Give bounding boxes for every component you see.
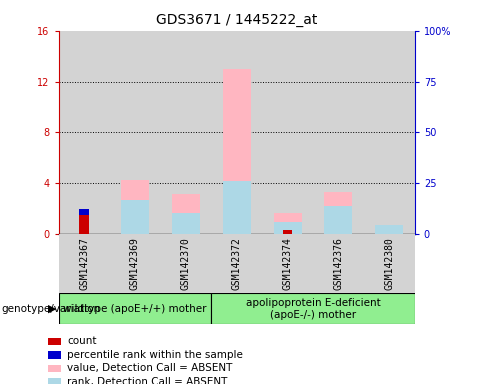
Bar [121, 180, 149, 234]
Bar [375, 225, 404, 234]
Text: GSM142380: GSM142380 [385, 237, 394, 290]
Bar [109, 234, 161, 294]
Text: wildtype (apoE+/+) mother: wildtype (apoE+/+) mother [63, 304, 206, 314]
Title: GDS3671 / 1445222_at: GDS3671 / 1445222_at [156, 13, 317, 27]
Text: rank, Detection Call = ABSENT: rank, Detection Call = ABSENT [67, 377, 227, 384]
Bar [59, 293, 211, 324]
Text: apolipoprotein E-deficient
(apoE-/-) mother: apolipoprotein E-deficient (apoE-/-) mot… [245, 298, 380, 319]
Text: genotype/variation: genotype/variation [1, 304, 100, 314]
Bar [48, 378, 61, 384]
Bar [161, 31, 211, 234]
Bar [364, 31, 415, 234]
Bar [313, 234, 364, 294]
Text: value, Detection Call = ABSENT: value, Detection Call = ABSENT [67, 363, 232, 374]
Bar [59, 31, 109, 234]
Text: GSM142369: GSM142369 [130, 237, 140, 290]
Bar [48, 338, 61, 345]
Bar [274, 222, 302, 234]
Bar [325, 192, 352, 234]
Bar [80, 209, 89, 215]
Bar [325, 206, 352, 234]
Bar [172, 213, 200, 234]
Bar [364, 234, 415, 294]
Bar [48, 365, 61, 372]
Bar [161, 234, 211, 294]
Bar [121, 200, 149, 234]
Bar [172, 194, 200, 234]
Bar [59, 234, 109, 294]
Text: percentile rank within the sample: percentile rank within the sample [67, 350, 243, 360]
Bar [223, 69, 251, 234]
Bar [262, 31, 313, 234]
Bar [211, 31, 262, 234]
Bar [211, 293, 415, 324]
Text: GSM142376: GSM142376 [333, 237, 344, 290]
Text: GSM142367: GSM142367 [79, 237, 89, 290]
Text: GSM142372: GSM142372 [232, 237, 242, 290]
Bar [211, 234, 262, 294]
Text: count: count [67, 336, 97, 346]
Bar [262, 234, 313, 294]
Text: ▶: ▶ [48, 304, 56, 314]
Bar [274, 213, 302, 234]
Bar [223, 181, 251, 234]
Bar [109, 31, 161, 234]
Bar [80, 215, 89, 234]
Bar [48, 351, 61, 359]
Text: GSM142370: GSM142370 [181, 237, 191, 290]
Bar [313, 31, 364, 234]
Text: GSM142374: GSM142374 [283, 237, 293, 290]
Bar [283, 230, 292, 234]
